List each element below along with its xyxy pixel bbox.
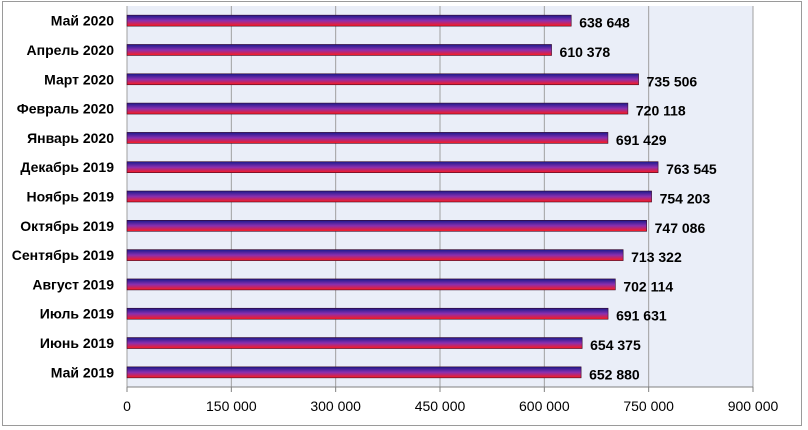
category-label: Май 2020 [51, 13, 114, 29]
value-label: 638 648 [579, 15, 630, 31]
category-label: Январь 2020 [27, 130, 114, 146]
bar [126, 14, 572, 27]
category-label: Июнь 2019 [40, 335, 114, 351]
bar [126, 337, 583, 349]
category-label: Март 2020 [44, 71, 114, 87]
category-label: Август 2019 [32, 276, 114, 292]
category-label: Апрель 2020 [27, 42, 115, 58]
category-label: Февраль 2020 [17, 101, 114, 117]
x-tick-label: 150 000 [206, 398, 257, 414]
bar [126, 307, 609, 320]
value-label: 652 880 [589, 366, 640, 382]
bar [126, 132, 609, 144]
category-label: Октябрь 2019 [20, 218, 114, 234]
bar [126, 278, 616, 291]
bar-chart: Май 2019 Июнь 2019 Июль 2019 Август 2019 Сен… [12, 6, 779, 414]
value-label: 713 322 [631, 249, 682, 265]
value-label: 691 631 [616, 308, 667, 324]
x-tick-label: 300 000 [310, 398, 361, 414]
category-label: Сентябрь 2019 [12, 247, 114, 263]
bar [126, 366, 582, 379]
value-label: 702 114 [623, 278, 673, 294]
value-label: 735 506 [647, 73, 698, 89]
value-label: 691 429 [616, 132, 667, 148]
bars [126, 14, 659, 379]
value-label: 654 375 [590, 337, 641, 353]
x-tick-label: 900 000 [728, 398, 779, 414]
value-label: 763 545 [666, 161, 717, 177]
category-labels: Май 2019 Июнь 2019 Июль 2019 Август 2019 Сен… [12, 13, 114, 381]
bar [126, 220, 647, 232]
bar [126, 44, 552, 56]
value-label: 747 086 [655, 220, 706, 236]
value-label: 754 203 [660, 191, 711, 207]
x-tick-label: 450 000 [415, 398, 466, 414]
value-label: 720 118 [636, 103, 686, 119]
x-tick-label: 600 000 [519, 398, 570, 414]
bar [126, 249, 624, 261]
value-labels: 652 880 654 375 691 631 702 114 713 322 747 0… [560, 15, 717, 383]
value-label: 610 378 [560, 44, 611, 60]
bar [126, 102, 629, 115]
category-label: Май 2019 [51, 364, 114, 380]
chart-frame: Май 2019 Июнь 2019 Июль 2019 Август 2019 Сен… [2, 1, 802, 426]
x-tick-label: 0 [123, 398, 131, 414]
x-axis-ticks: 0 150 000 300 000 450 000 600 000 750 000 900 … [123, 386, 779, 414]
bar [126, 190, 652, 203]
category-label: Ноябрь 2019 [27, 189, 115, 205]
category-label: Декабрь 2019 [20, 159, 114, 175]
category-label: Июль 2019 [40, 306, 114, 322]
bar [126, 161, 659, 173]
x-tick-label: 750 000 [623, 398, 674, 414]
bar [126, 73, 639, 86]
